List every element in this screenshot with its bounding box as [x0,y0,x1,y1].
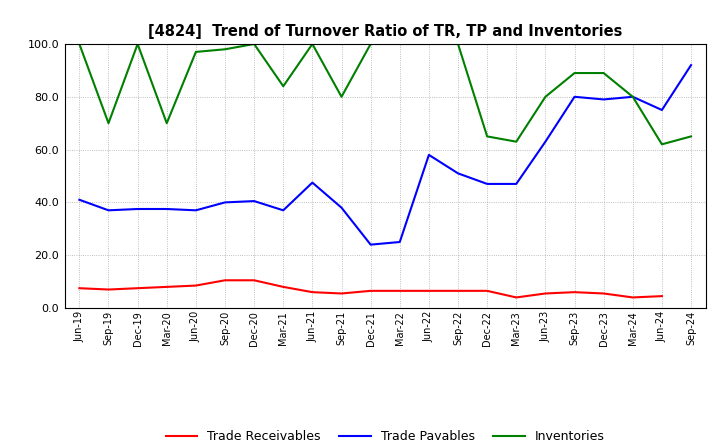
Inventories [454,41,462,47]
Trade Receivables [308,290,317,295]
Trade Receivables [483,288,492,293]
Trade Receivables [133,286,142,291]
Inventories [104,121,113,126]
Line: Trade Receivables: Trade Receivables [79,280,662,297]
Trade Receivables [220,278,229,283]
Trade Payables [629,94,637,99]
Inventories [75,41,84,47]
Trade Payables [425,152,433,158]
Trade Payables [104,208,113,213]
Trade Payables [133,206,142,212]
Trade Receivables [570,290,579,295]
Trade Receivables [541,291,550,296]
Trade Receivables [454,288,462,293]
Trade Payables [512,181,521,187]
Trade Payables [337,205,346,210]
Inventories [599,70,608,76]
Trade Receivables [104,287,113,292]
Trade Receivables [366,288,375,293]
Inventories [570,70,579,76]
Inventories [220,47,229,52]
Inventories [279,84,287,89]
Inventories [541,94,550,99]
Trade Receivables [163,284,171,290]
Trade Payables [570,94,579,99]
Inventories [687,134,696,139]
Trade Payables [657,107,666,113]
Trade Receivables [629,295,637,300]
Inventories [425,41,433,47]
Inventories [250,41,258,47]
Trade Payables [687,62,696,68]
Inventories [308,41,317,47]
Trade Receivables [512,295,521,300]
Line: Inventories: Inventories [79,44,691,144]
Trade Receivables [337,291,346,296]
Trade Payables [483,181,492,187]
Trade Payables [250,198,258,204]
Inventories [163,121,171,126]
Trade Payables [279,208,287,213]
Trade Receivables [599,291,608,296]
Inventories [192,49,200,55]
Inventories [395,41,404,47]
Trade Payables [454,171,462,176]
Legend: Trade Receivables, Trade Payables, Inventories: Trade Receivables, Trade Payables, Inven… [161,425,610,440]
Trade Receivables [75,286,84,291]
Inventories [366,41,375,47]
Trade Receivables [425,288,433,293]
Inventories [133,41,142,47]
Inventories [337,94,346,99]
Trade Payables [599,97,608,102]
Inventories [657,142,666,147]
Trade Receivables [192,283,200,288]
Inventories [629,94,637,99]
Trade Payables [75,197,84,202]
Inventories [483,134,492,139]
Trade Payables [395,239,404,245]
Trade Payables [192,208,200,213]
Line: Trade Payables: Trade Payables [79,65,691,245]
Inventories [512,139,521,144]
Trade Payables [541,139,550,144]
Trade Receivables [279,284,287,290]
Trade Receivables [395,288,404,293]
Trade Payables [308,180,317,185]
Title: [4824]  Trend of Turnover Ratio of TR, TP and Inventories: [4824] Trend of Turnover Ratio of TR, TP… [148,24,622,39]
Trade Receivables [657,293,666,299]
Trade Payables [163,206,171,212]
Trade Receivables [250,278,258,283]
Trade Payables [366,242,375,247]
Trade Payables [220,200,229,205]
